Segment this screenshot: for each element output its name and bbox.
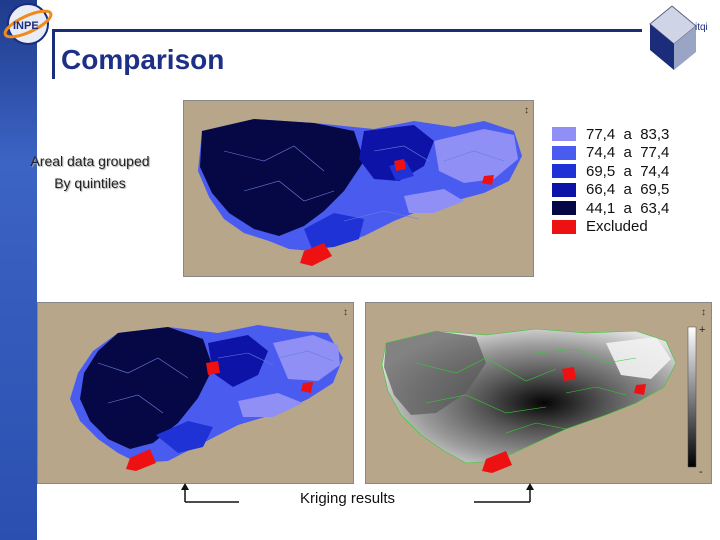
side-label-line1: Areal data grouped [30, 153, 150, 169]
areal-map-bottom: ↕ [37, 302, 354, 484]
legend-row: 66,4 a 69,5 [552, 181, 669, 200]
legend-label: 77,4 a 83,3 [586, 125, 670, 143]
left-bracket-arrow [181, 483, 239, 503]
kriging-map: + - ↕ [365, 302, 712, 484]
left-decorative-bar [0, 0, 37, 540]
inpe-logo: INPE [3, 3, 53, 45]
legend-label: 69,5 a 74,4 [586, 162, 670, 180]
legend-label: 44,1 a 63,4 [586, 199, 670, 217]
right-bracket-arrow [474, 483, 534, 503]
legend-row: 69,5 a 74,4 [552, 162, 669, 181]
legend-row: Excluded [552, 218, 669, 237]
legend-row: 44,1 a 63,4 [552, 199, 669, 218]
title-rule [52, 29, 642, 32]
page-title: Comparison [61, 44, 225, 75]
scale-minus: - [699, 466, 703, 478]
legend-swatch [552, 145, 576, 160]
legend-swatch [552, 164, 576, 179]
legend-label: 74,4 a 77,4 [586, 144, 670, 162]
title-rule-vertical [52, 29, 55, 79]
quintile-map: ↕ [183, 100, 534, 277]
corner-logo-text: itqi [695, 22, 708, 33]
legend-swatch [552, 201, 576, 216]
kriging-label: Kriging results [300, 490, 396, 507]
map-legend: 77,4 a 83,3 74,4 a 77,4 69,5 a 74,4 66,4… [552, 125, 669, 236]
svg-text:↕: ↕ [524, 105, 529, 116]
legend-row: 77,4 a 83,3 [552, 125, 669, 144]
side-label-line2: By quintiles [54, 175, 126, 191]
itqi-logo: itqi [649, 5, 708, 70]
legend-swatch [552, 127, 576, 142]
scale-plus: + [699, 324, 705, 336]
legend-swatch [552, 219, 576, 234]
legend-label: 66,4 a 69,5 [586, 181, 670, 199]
legend-swatch [552, 182, 576, 197]
legend-row: 74,4 a 77,4 [552, 144, 669, 163]
logo-text: INPE [13, 20, 39, 32]
legend-label: Excluded [586, 218, 648, 236]
side-label: Areal data grouped By quintiles [10, 150, 170, 194]
svg-text:↕: ↕ [343, 307, 348, 318]
svg-text:↕: ↕ [701, 307, 706, 318]
